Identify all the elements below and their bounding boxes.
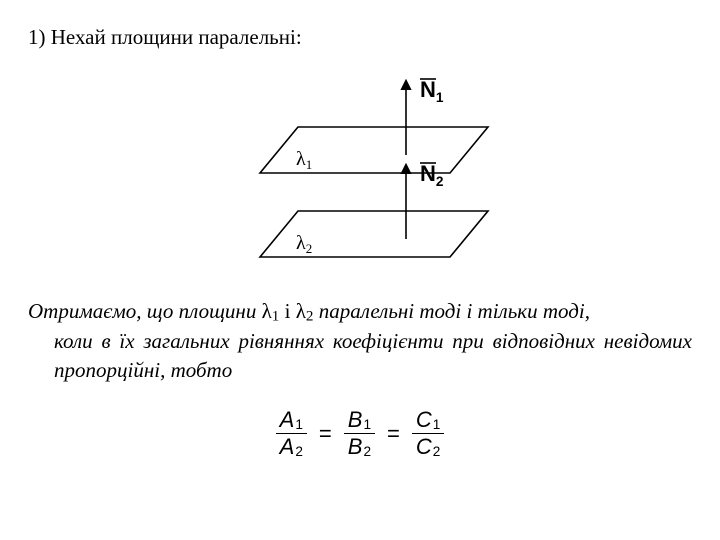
svg-text:N1: N1 [420, 77, 444, 105]
svg-text:λ1: λ1 [296, 148, 312, 172]
equals-2: = [377, 421, 410, 447]
diagram-container: λ1 λ2 N1 N2 [28, 61, 692, 291]
theorem-lead: Отримаємо, що площини [28, 299, 262, 323]
proportion-formula: A1 A2 = B1 B2 = C1 C2 [274, 408, 447, 461]
equals-1: = [309, 421, 342, 447]
svg-text:N2: N2 [420, 161, 444, 189]
frac-a: A1 A2 [274, 408, 309, 461]
theorem-mid: паралельні тоді і тільки тоді, [313, 299, 590, 323]
theorem-text: Отримаємо, що площини λ1 і λ2 паралельні… [28, 297, 692, 384]
formula-container: A1 A2 = B1 B2 = C1 C2 [28, 408, 692, 461]
theorem-rest: коли в їх загальних рівняннях коефіцієнт… [28, 327, 692, 384]
parallel-planes-diagram: λ1 λ2 N1 N2 [210, 61, 510, 291]
svg-text:λ2: λ2 [296, 232, 312, 256]
frac-c: C1 C2 [410, 408, 446, 461]
theorem-sep: і [279, 299, 295, 323]
heading-text: 1) Нехай площини паралельні: [28, 24, 692, 51]
lambda-1: λ1 [262, 299, 280, 323]
frac-b: B1 B2 [342, 408, 377, 461]
lambda-2: λ2 [296, 299, 314, 323]
